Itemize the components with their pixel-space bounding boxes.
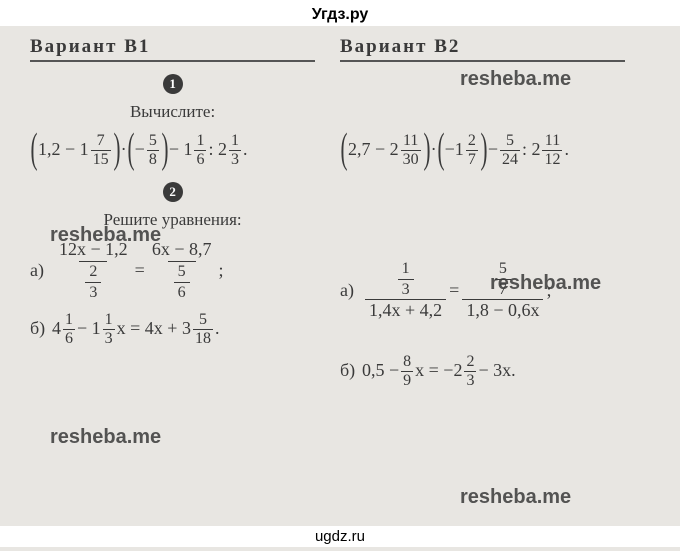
bottom-source-label: ugdz.ru: [0, 526, 680, 547]
problem-1-badge: 1: [163, 74, 183, 94]
watermark: resheba.me: [50, 426, 161, 449]
variant-b1-title: Вариант В1: [30, 36, 315, 62]
b1-problem2b: б) 4 16 − 1 13 x = 4x + 3 518 .: [30, 311, 340, 347]
b2-problem2b: б) 0,5 − 89 x = −2 23 − 3x .: [340, 353, 650, 389]
variant-b1-column: Вариант В1 1 Вычислите: ( 1,2 − 1 715 ) …: [30, 36, 340, 399]
b2-problem2a: а) 13 1,4x + 4,2 = 57 1,8 − 0,6x ;: [340, 260, 650, 321]
variant-b2-title: Вариант В2: [340, 36, 625, 62]
page-content: Вариант В1 1 Вычислите: ( 1,2 − 1 715 ) …: [0, 26, 680, 399]
task1-label: Вычислите:: [30, 102, 315, 122]
top-source-label: Угдз.ру: [0, 0, 680, 26]
watermark: resheba.me: [460, 486, 571, 509]
variant-b2-column: Вариант В2 resheba.me ( 2,7 − 2 1130 ) ·…: [340, 36, 650, 399]
b1-problem1-expression: ( 1,2 − 1 715 ) · ( − 58 ) − 1 16 : 2 13…: [30, 132, 340, 168]
task2-label: Решите уравнения:: [30, 210, 315, 230]
b1-problem2a: а) 12x − 1,2 23 = 6x − 8,7 56 ;: [30, 240, 340, 301]
b2-problem1-expression: ( 2,7 − 2 1130 ) · ( −1 27 ) − 524 : 2 1…: [340, 132, 650, 168]
problem-2-badge: 2: [163, 182, 183, 202]
